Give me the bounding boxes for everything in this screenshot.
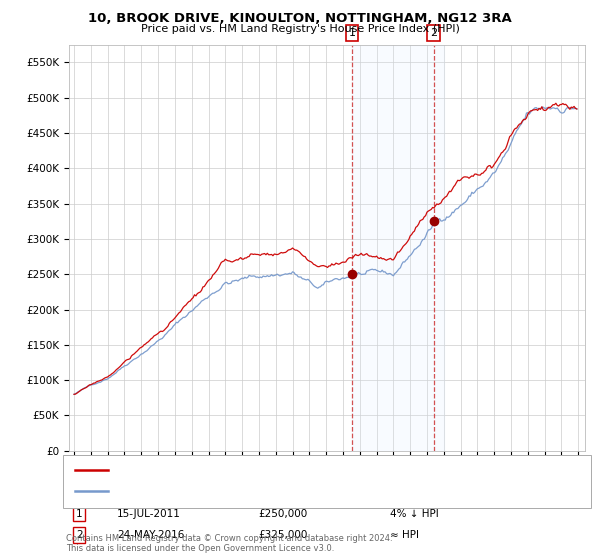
Text: £250,000: £250,000 [258,508,307,519]
Text: £325,000: £325,000 [258,530,307,540]
Text: ≈ HPI: ≈ HPI [390,530,419,540]
Text: Contains HM Land Registry data © Crown copyright and database right 2024.
This d: Contains HM Land Registry data © Crown c… [66,534,392,553]
Text: 10, BROOK DRIVE, KINOULTON, NOTTINGHAM, NG12 3RA: 10, BROOK DRIVE, KINOULTON, NOTTINGHAM, … [88,12,512,25]
Text: HPI: Average price, detached house, Rushcliffe: HPI: Average price, detached house, Rush… [114,486,343,496]
Text: 2: 2 [430,28,437,38]
Text: 10, BROOK DRIVE, KINOULTON, NOTTINGHAM, NG12 3RA (detached house): 10, BROOK DRIVE, KINOULTON, NOTTINGHAM, … [114,465,482,475]
Text: 15-JUL-2011: 15-JUL-2011 [117,508,181,519]
Text: 2: 2 [76,530,83,540]
Text: 4% ↓ HPI: 4% ↓ HPI [390,508,439,519]
Text: 24-MAY-2016: 24-MAY-2016 [117,530,184,540]
Text: Price paid vs. HM Land Registry's House Price Index (HPI): Price paid vs. HM Land Registry's House … [140,24,460,34]
Text: 1: 1 [76,508,83,519]
Text: 1: 1 [349,28,356,38]
Bar [352,45,443,451]
